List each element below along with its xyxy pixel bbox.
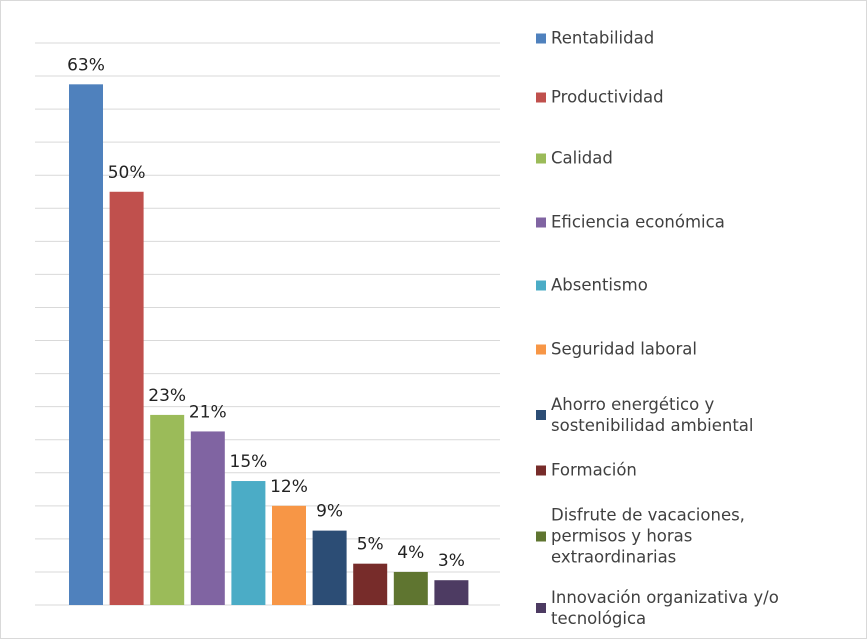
legend-label: Productividad xyxy=(551,87,664,107)
data-label: 5% xyxy=(357,535,384,555)
legend-label: Absentismo xyxy=(551,275,648,295)
bar xyxy=(353,563,388,605)
legend-item: Eficiencia económica xyxy=(536,212,856,233)
legend-swatch xyxy=(536,280,546,290)
legend-swatch xyxy=(536,92,546,102)
data-label: 12% xyxy=(270,477,308,497)
legend-swatch xyxy=(536,531,546,541)
legend-label: Eficiencia económica xyxy=(551,212,725,232)
legend-swatch xyxy=(536,465,546,475)
legend-item: Disfrute de vacaciones, permisos y horas… xyxy=(536,505,801,568)
data-label: 50% xyxy=(108,163,146,183)
data-label: 9% xyxy=(316,502,343,522)
data-label: 15% xyxy=(230,452,268,472)
legend-label: Innovación organizativa y/o tecnológica xyxy=(551,588,779,628)
bar xyxy=(69,84,103,605)
data-label: 21% xyxy=(189,402,227,422)
data-label: 23% xyxy=(148,386,186,406)
legend-label: Calidad xyxy=(551,148,613,168)
legend-swatch xyxy=(536,410,546,420)
legend-label: Formación xyxy=(551,460,637,480)
data-label: 4% xyxy=(397,543,424,563)
data-label: 63% xyxy=(67,55,105,75)
bar xyxy=(434,580,469,605)
legend-item: Formación xyxy=(536,460,856,481)
legend-label: Disfrute de vacaciones, permisos y horas… xyxy=(551,505,745,567)
legend-label: Seguridad laboral xyxy=(551,339,697,359)
legend-swatch xyxy=(536,344,546,354)
legend-item: Seguridad laboral xyxy=(536,339,856,360)
legend-swatch xyxy=(536,153,546,163)
legend-item: Ahorro energético y sostenibilidad ambie… xyxy=(536,394,811,436)
legend-swatch xyxy=(536,33,546,43)
legend-label: Ahorro energético y sostenibilidad ambie… xyxy=(551,395,754,435)
bar xyxy=(312,530,347,605)
bar xyxy=(393,571,428,605)
bar xyxy=(231,481,266,605)
legend-item: Calidad xyxy=(536,148,856,169)
legend-item: Absentismo xyxy=(536,275,856,296)
bar xyxy=(272,505,306,605)
legend-item: Rentabilidad xyxy=(536,28,856,49)
legend-item: Innovación organizativa y/o tecnológica xyxy=(536,587,856,629)
legend-item: Productividad xyxy=(536,87,856,108)
legend-swatch xyxy=(536,217,546,227)
data-label: 3% xyxy=(438,551,465,571)
bar xyxy=(150,414,185,605)
bar xyxy=(190,431,225,605)
legend-swatch xyxy=(536,603,546,613)
legend-label: Rentabilidad xyxy=(551,28,655,48)
bar xyxy=(109,191,144,605)
